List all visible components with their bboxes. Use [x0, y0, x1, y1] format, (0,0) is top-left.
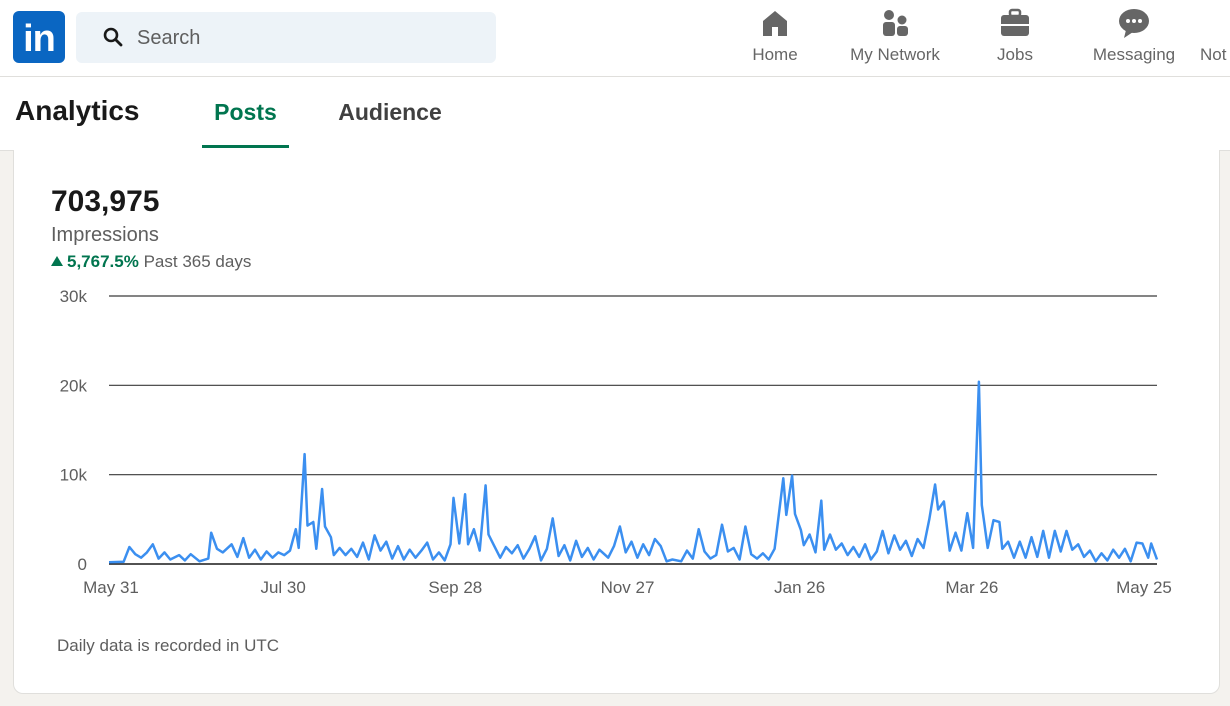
impressions-series-line[interactable] — [108, 380, 1159, 564]
x-tick-label: May 25 — [1116, 578, 1172, 597]
change-percent: 5,767.5% — [67, 252, 139, 271]
messaging-icon — [1119, 9, 1149, 38]
nav-home[interactable]: Home — [745, 6, 805, 70]
change-period: Past 365 days — [143, 252, 252, 271]
tab-audience[interactable]: Audience — [338, 99, 442, 125]
top-nav: in Home My Network Jobs — [0, 0, 1230, 77]
y-tick-label: 20k — [60, 376, 88, 395]
network-icon — [883, 10, 908, 36]
nav-messaging[interactable]: Messaging — [1085, 6, 1183, 70]
impressions-change: 5,767.5% Past 365 days — [51, 252, 251, 272]
y-tick-label: 0 — [78, 555, 87, 574]
nav-jobs-label: Jobs — [997, 45, 1033, 64]
search-box[interactable] — [76, 12, 496, 63]
linkedin-logo[interactable]: in — [13, 11, 65, 63]
page-title: Analytics — [15, 95, 140, 126]
nav-my-network-label: My Network — [850, 45, 940, 64]
x-tick-label: Sep 28 — [428, 578, 482, 597]
tab-posts[interactable]: Posts — [202, 99, 289, 148]
nav-notifications[interactable]: Not — [1200, 6, 1230, 70]
x-tick-label: Mar 26 — [945, 578, 998, 597]
briefcase-icon — [1001, 8, 1029, 36]
x-tick-label: Jan 26 — [774, 578, 825, 597]
home-icon — [763, 11, 787, 36]
impressions-value: 703,975 — [51, 185, 160, 218]
x-tick-label: May 31 — [83, 578, 139, 597]
bell-icon — [1200, 6, 1230, 40]
y-tick-label: 30k — [60, 287, 88, 306]
x-tick-label: Nov 27 — [601, 578, 655, 597]
nav-jobs[interactable]: Jobs — [985, 6, 1045, 70]
nav-messaging-label: Messaging — [1092, 45, 1176, 64]
search-input[interactable] — [135, 22, 479, 54]
nav-notifications-label: Not — [1200, 45, 1227, 64]
impressions-label: Impressions — [51, 224, 159, 246]
nav-my-network[interactable]: My Network — [840, 6, 950, 70]
nav-home-label: Home — [752, 45, 798, 64]
utc-footnote: Daily data is recorded in UTC — [57, 636, 280, 655]
y-tick-label: 10k — [60, 466, 88, 485]
x-tick-label: Jul 30 — [260, 578, 305, 597]
up-arrow-icon — [51, 256, 63, 266]
impressions-chart: 0 10k 20k 30k May 31 Jul 30 Sep 28 Nov 27 Jan 26… — [60, 287, 1172, 597]
search-icon — [103, 27, 123, 47]
analytics-header: Analytics Posts Audience — [0, 77, 1230, 151]
impressions-card: 703,975 Impressions 5,767.5% Past 365 da… — [13, 150, 1220, 694]
